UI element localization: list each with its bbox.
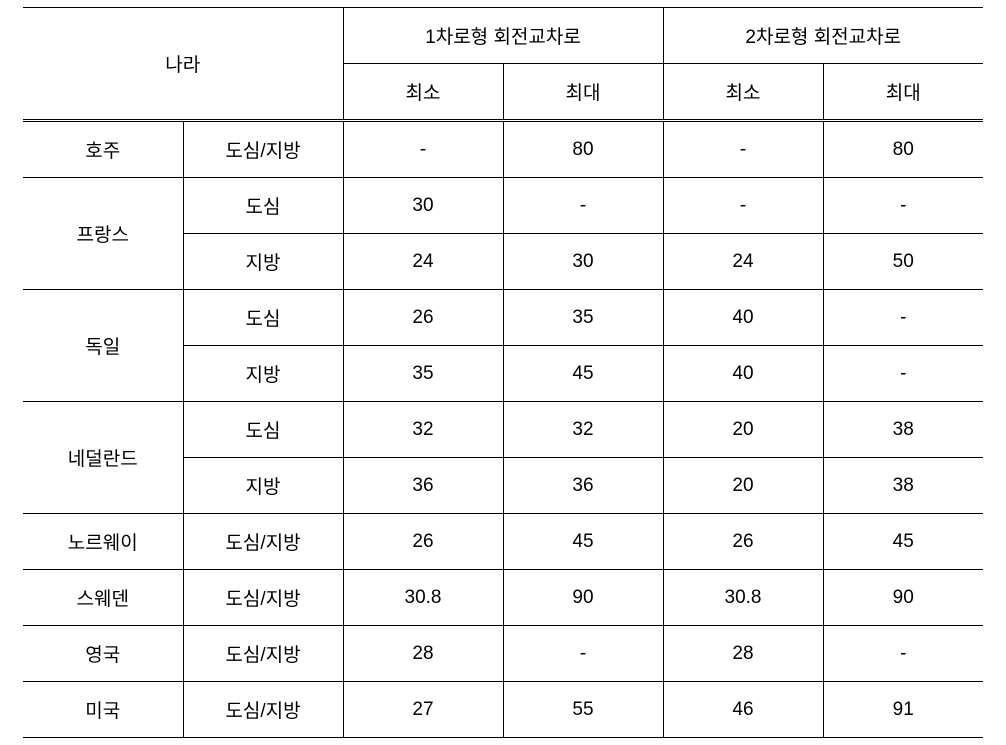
cell-region: 지방 xyxy=(183,346,343,402)
cell-region: 지방 xyxy=(183,234,343,290)
cell-l1min: - xyxy=(343,122,503,178)
cell-region: 도심/지방 xyxy=(183,514,343,570)
table-row: 네덜란드도심32322038 xyxy=(23,402,983,458)
cell-l1max: 36 xyxy=(503,458,663,514)
cell-region: 도심/지방 xyxy=(183,122,343,178)
cell-l2min: - xyxy=(663,122,823,178)
cell-country: 프랑스 xyxy=(23,178,183,290)
cell-l1min: 24 xyxy=(343,234,503,290)
cell-l1max: 80 xyxy=(503,122,663,178)
cell-l2max: 38 xyxy=(823,458,983,514)
cell-l2max: 91 xyxy=(823,682,983,738)
cell-l1max: 30 xyxy=(503,234,663,290)
header-lane2-max: 최대 xyxy=(823,64,983,120)
cell-l1min: 26 xyxy=(343,290,503,346)
cell-l2min: 30.8 xyxy=(663,570,823,626)
cell-l2min: 40 xyxy=(663,290,823,346)
cell-region: 도심/지방 xyxy=(183,626,343,682)
cell-l1min: 32 xyxy=(343,402,503,458)
header-country: 나라 xyxy=(23,8,343,120)
table-row: 호주도심/지방-80-80 xyxy=(23,122,983,178)
cell-l2min: 28 xyxy=(663,626,823,682)
cell-region: 도심/지방 xyxy=(183,570,343,626)
cell-l1max: 55 xyxy=(503,682,663,738)
table-row: 프랑스도심30--- xyxy=(23,178,983,234)
table-body: 호주도심/지방-80-80프랑스도심30---지방24302450독일도심263… xyxy=(23,120,983,738)
table-row: 스웨덴도심/지방30.89030.890 xyxy=(23,570,983,626)
cell-l2max: 90 xyxy=(823,570,983,626)
cell-l2max: 80 xyxy=(823,122,983,178)
cell-l1max: 32 xyxy=(503,402,663,458)
cell-country: 미국 xyxy=(23,682,183,738)
cell-l1min: 27 xyxy=(343,682,503,738)
cell-l2min: 40 xyxy=(663,346,823,402)
cell-l2max: - xyxy=(823,290,983,346)
cell-l2max: - xyxy=(823,178,983,234)
cell-country: 호주 xyxy=(23,122,183,178)
cell-l1max: - xyxy=(503,626,663,682)
cell-l2max: - xyxy=(823,346,983,402)
header-lane2: 2차로형 회전교차로 xyxy=(663,8,983,64)
cell-region: 도심 xyxy=(183,178,343,234)
cell-country: 노르웨이 xyxy=(23,514,183,570)
cell-country: 스웨덴 xyxy=(23,570,183,626)
cell-l1max: 35 xyxy=(503,290,663,346)
cell-l2max: 50 xyxy=(823,234,983,290)
cell-l1min: 36 xyxy=(343,458,503,514)
table-row: 미국도심/지방27554691 xyxy=(23,682,983,738)
cell-l2max: - xyxy=(823,626,983,682)
cell-l1max: - xyxy=(503,178,663,234)
cell-l2min: 20 xyxy=(663,458,823,514)
header-lane1-min: 최소 xyxy=(343,64,503,120)
header-lane1-max: 최대 xyxy=(503,64,663,120)
cell-l2max: 38 xyxy=(823,402,983,458)
header-lane1: 1차로형 회전교차로 xyxy=(343,8,663,64)
cell-l1min: 35 xyxy=(343,346,503,402)
cell-l1min: 26 xyxy=(343,514,503,570)
table-row: 영국도심/지방28-28- xyxy=(23,626,983,682)
table-row: 노르웨이도심/지방26452645 xyxy=(23,514,983,570)
cell-l2min: 20 xyxy=(663,402,823,458)
cell-region: 도심 xyxy=(183,290,343,346)
cell-l1max: 45 xyxy=(503,346,663,402)
cell-region: 지방 xyxy=(183,458,343,514)
cell-l1max: 45 xyxy=(503,514,663,570)
cell-region: 도심/지방 xyxy=(183,682,343,738)
header-lane2-min: 최소 xyxy=(663,64,823,120)
cell-l2min: 24 xyxy=(663,234,823,290)
cell-l1min: 30.8 xyxy=(343,570,503,626)
roundabout-data-table: 나라 1차로형 회전교차로 2차로형 회전교차로 최소 최대 최소 최대 호주도… xyxy=(23,7,983,738)
cell-l2min: 26 xyxy=(663,514,823,570)
cell-l2min: - xyxy=(663,178,823,234)
cell-l1min: 30 xyxy=(343,178,503,234)
table-header: 나라 1차로형 회전교차로 2차로형 회전교차로 최소 최대 최소 최대 xyxy=(23,8,983,120)
cell-country: 네덜란드 xyxy=(23,402,183,514)
cell-l2min: 46 xyxy=(663,682,823,738)
cell-l1min: 28 xyxy=(343,626,503,682)
cell-l2max: 45 xyxy=(823,514,983,570)
table-row: 독일도심263540- xyxy=(23,290,983,346)
cell-region: 도심 xyxy=(183,402,343,458)
cell-country: 영국 xyxy=(23,626,183,682)
cell-country: 독일 xyxy=(23,290,183,402)
cell-l1max: 90 xyxy=(503,570,663,626)
